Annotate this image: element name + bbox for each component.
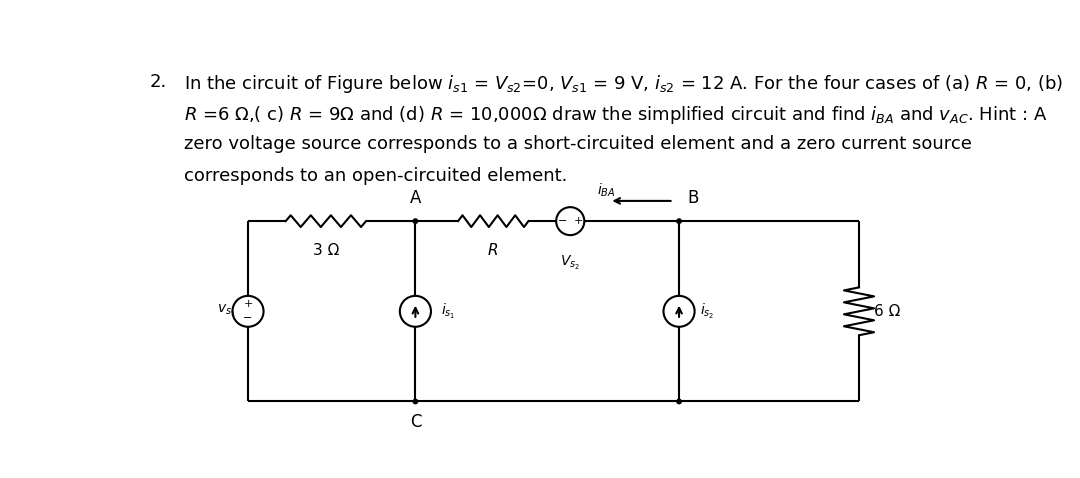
Text: In the circuit of Figure below $i_{s1}$ = $V_{s2}$=0, $V_{s1}$ = 9 V, $i_{s2}$ =: In the circuit of Figure below $i_{s1}$ … bbox=[184, 73, 1063, 95]
Text: 2.: 2. bbox=[150, 73, 167, 91]
Text: $i_{s_1}$: $i_{s_1}$ bbox=[441, 302, 455, 321]
Text: A: A bbox=[409, 189, 421, 207]
Text: corresponds to an open-circuited element.: corresponds to an open-circuited element… bbox=[184, 167, 567, 185]
Text: B: B bbox=[688, 189, 699, 207]
Ellipse shape bbox=[677, 219, 681, 223]
Text: −: − bbox=[243, 313, 253, 323]
Ellipse shape bbox=[414, 219, 418, 223]
Ellipse shape bbox=[414, 399, 418, 404]
Text: +: + bbox=[573, 216, 583, 226]
Text: 3 Ω: 3 Ω bbox=[312, 243, 339, 258]
Text: zero voltage source corresponds to a short-circuited element and a zero current : zero voltage source corresponds to a sho… bbox=[184, 135, 971, 153]
Text: C: C bbox=[409, 413, 421, 431]
Text: −: − bbox=[557, 216, 567, 226]
Ellipse shape bbox=[677, 399, 681, 404]
Text: $V_{s_2}$: $V_{s_2}$ bbox=[561, 254, 580, 272]
Text: $i_{BA}$: $i_{BA}$ bbox=[597, 182, 616, 199]
Text: 6 Ω: 6 Ω bbox=[874, 304, 901, 319]
Text: +: + bbox=[243, 299, 253, 309]
Text: $v_{s_1}$: $v_{s_1}$ bbox=[217, 303, 235, 319]
Text: R: R bbox=[488, 243, 499, 258]
Text: $R$ =6 Ω,( c) $R$ = 9Ω and (d) $R$ = 10,000Ω draw the simplified circuit and fin: $R$ =6 Ω,( c) $R$ = 9Ω and (d) $R$ = 10,… bbox=[184, 104, 1048, 126]
Text: $i_{s_2}$: $i_{s_2}$ bbox=[700, 302, 715, 321]
